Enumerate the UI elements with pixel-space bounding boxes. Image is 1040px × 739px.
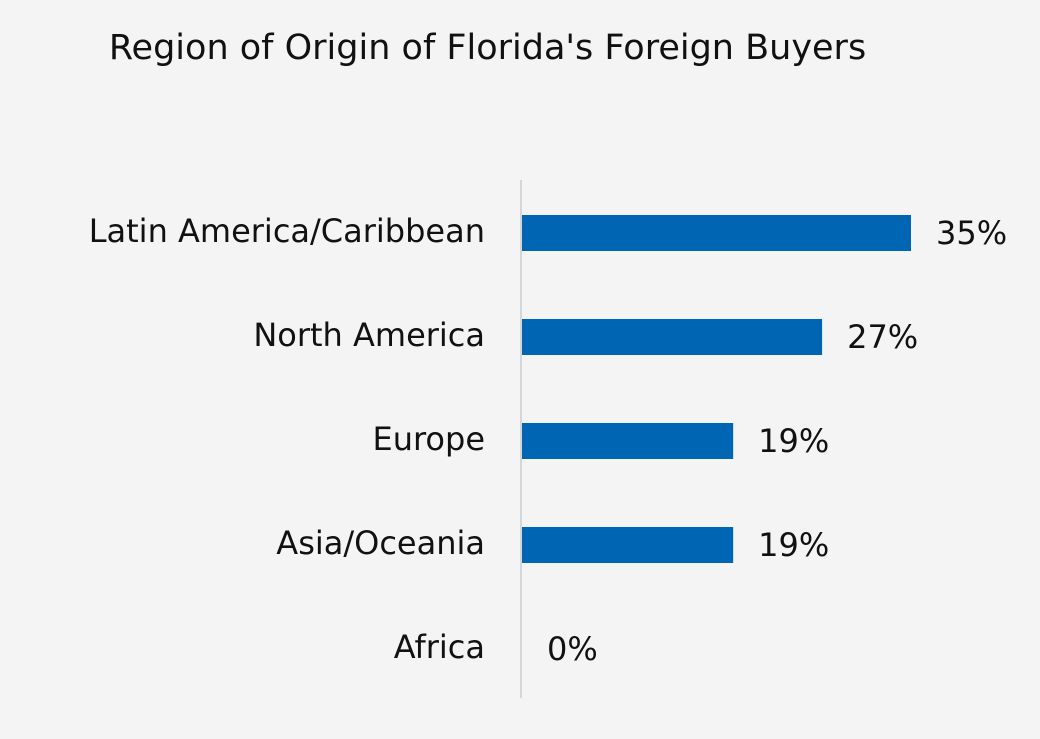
category-label: North America (253, 316, 485, 354)
value-label: 19% (758, 526, 829, 564)
bar (522, 319, 823, 355)
value-label: 27% (847, 318, 918, 356)
category-label: Europe (372, 420, 485, 458)
bar (522, 215, 911, 251)
bar (522, 423, 734, 459)
category-label: Africa (394, 628, 485, 666)
bar (522, 527, 734, 563)
value-label: 35% (936, 214, 1007, 252)
category-label: Asia/Oceania (276, 524, 485, 562)
value-label: 0% (547, 630, 598, 668)
category-label: Latin America/Caribbean (89, 212, 485, 250)
chart-title: Region of Origin of Florida's Foreign Bu… (108, 28, 867, 68)
value-label: 19% (758, 422, 829, 460)
